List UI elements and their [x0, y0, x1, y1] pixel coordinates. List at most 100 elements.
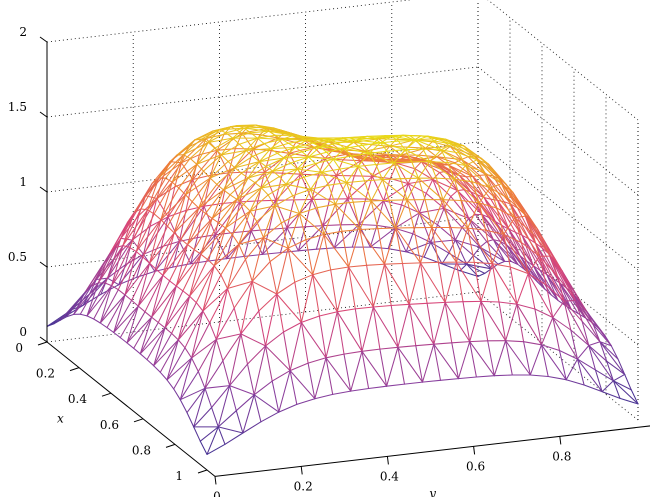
mesh-edge — [274, 205, 282, 224]
mesh-edge — [483, 196, 492, 200]
mesh-edge — [337, 142, 346, 149]
mesh-edge — [258, 152, 278, 163]
mesh-edge — [283, 157, 292, 164]
mesh-edge — [178, 209, 187, 242]
mesh-edge — [221, 201, 241, 205]
mesh-edge — [456, 190, 483, 216]
mesh-edge — [494, 220, 521, 257]
mesh-edge — [106, 264, 127, 279]
mesh-edge — [182, 139, 196, 156]
mesh-edge — [226, 258, 247, 290]
mesh-edge — [568, 283, 588, 313]
mesh-edge — [420, 161, 447, 172]
mesh-edge — [510, 203, 519, 209]
mesh-edge — [137, 262, 151, 307]
mesh-edge — [278, 168, 298, 178]
mesh-edge — [209, 322, 217, 340]
mesh-edge — [288, 142, 296, 148]
mesh-edge — [382, 153, 402, 156]
y-tick-label: 0.6 — [466, 459, 485, 473]
mesh-edge — [272, 162, 292, 172]
mesh-edge — [142, 225, 151, 255]
mesh-edge — [457, 341, 471, 380]
mesh-edge — [350, 155, 359, 167]
mesh-edge — [227, 160, 236, 169]
mesh-edge — [281, 172, 302, 175]
mesh-edge — [339, 165, 359, 170]
mesh-edge — [379, 142, 406, 151]
mesh-edge — [236, 182, 256, 200]
mesh-edge — [534, 242, 543, 249]
mesh-edge — [238, 143, 247, 152]
mesh-edge — [325, 311, 338, 359]
mesh-edge — [310, 171, 323, 190]
mesh-edge — [329, 174, 337, 200]
mesh-edge — [220, 137, 234, 156]
mesh-edge — [265, 157, 285, 167]
mesh-edge — [204, 385, 231, 389]
mesh-edge — [472, 246, 481, 257]
mesh-edge — [445, 138, 465, 147]
mesh-edge — [466, 254, 474, 265]
mesh-edge — [498, 301, 507, 342]
mesh-edge — [229, 385, 255, 396]
mesh-edge — [358, 198, 367, 226]
mesh-edge — [422, 148, 431, 163]
mesh-edge — [220, 243, 240, 276]
mesh-edge — [576, 358, 596, 371]
mesh-edge — [180, 207, 200, 240]
mesh-edge — [355, 139, 382, 144]
mesh-edge — [119, 305, 139, 339]
mesh-edge — [480, 300, 507, 342]
mesh-edge — [332, 390, 352, 395]
mesh-edge — [552, 300, 565, 319]
mesh-edge — [558, 349, 579, 360]
mesh-edge — [315, 225, 324, 250]
mesh-edge — [191, 322, 211, 359]
mesh-edge — [397, 303, 410, 348]
mesh-edge — [471, 181, 480, 204]
mesh-edge — [135, 213, 155, 253]
mesh-edge — [476, 194, 496, 223]
mesh-edge — [164, 285, 177, 329]
mesh-edge — [281, 138, 290, 144]
mesh-edge — [310, 188, 318, 209]
mesh-edge — [254, 182, 262, 189]
mesh-edge — [251, 280, 260, 312]
mesh-edge — [319, 146, 346, 149]
mesh-edge — [258, 310, 267, 347]
x-tick-mark — [197, 469, 208, 474]
mesh-edge — [455, 227, 469, 263]
mesh-edge — [166, 339, 179, 381]
mesh-edge — [276, 281, 296, 295]
mesh-edge — [460, 199, 480, 204]
mesh-edge — [386, 149, 406, 152]
mesh-edge — [505, 303, 518, 342]
mesh-edge — [445, 170, 472, 193]
mesh-edge — [399, 177, 419, 180]
mesh-edge — [427, 135, 453, 145]
x-tick-mark — [133, 418, 144, 423]
mesh-edge — [433, 140, 442, 151]
mesh-edge — [483, 196, 510, 230]
mesh-edge — [245, 137, 258, 152]
mesh-edge — [552, 316, 572, 331]
mesh-edge — [240, 310, 260, 335]
mesh-edge — [454, 162, 474, 178]
mesh-edge — [256, 134, 276, 139]
mesh-edge — [151, 316, 159, 324]
mesh-edge — [440, 143, 453, 151]
mesh-edge — [418, 192, 427, 214]
mesh-edge — [267, 194, 276, 207]
mesh-edge — [312, 274, 338, 313]
mesh-edge — [164, 154, 185, 179]
mesh-edge — [322, 225, 335, 249]
mesh-edge — [146, 327, 166, 361]
mesh-edge — [211, 198, 238, 219]
mesh-edge — [224, 203, 245, 229]
mesh-edge — [435, 177, 455, 180]
mesh-edge — [336, 308, 356, 313]
mesh-edge — [144, 274, 164, 313]
mesh-edge — [175, 244, 189, 287]
mesh-edge — [516, 303, 536, 310]
